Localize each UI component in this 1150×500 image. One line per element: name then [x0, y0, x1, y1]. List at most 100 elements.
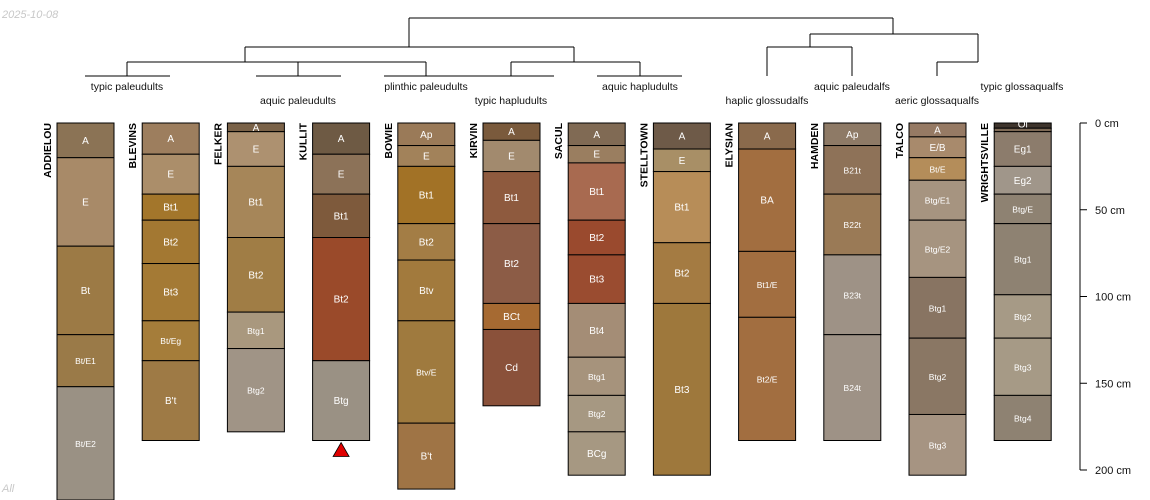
horizon-blevins-bt3	[141, 263, 200, 322]
horizon-label: Ap	[420, 130, 433, 141]
horizon-kirvin-cd	[482, 328, 541, 407]
dendro-hapludults	[510, 61, 641, 76]
classification-labels: typic paleudults aquic paleudults plinth…	[91, 81, 1064, 107]
class-aquic-paleudalfs: aquic paleudalfs	[814, 81, 890, 93]
horizon-label: E/B	[929, 143, 945, 154]
horizon-bowie-btv	[397, 259, 456, 322]
profile-name: SACUL	[553, 122, 565, 159]
horizon-label: Btg2	[247, 386, 265, 396]
horizon-label: Bt2	[419, 237, 434, 248]
horizon-label: Bt3	[674, 385, 689, 396]
horizon-talco-btg1	[908, 276, 967, 339]
profile-talco: A E/B Bt/E Btg/E1 Btg/E2 Btg1 Btg2 Btg3 TALCO	[894, 122, 967, 476]
horizon-sacul-btg1	[567, 356, 626, 396]
horizon-kullit-bt1	[312, 193, 371, 239]
horizon-label: E	[253, 145, 260, 156]
horizon-kirvin-bt2	[482, 223, 541, 304]
horizon-label: Bt1	[674, 203, 689, 214]
horizon-label: Btg	[334, 396, 349, 407]
class-typic-glossaqualfs: typic glossaqualfs	[981, 81, 1064, 93]
horizon-kullit-btg	[312, 360, 371, 442]
horizon-talco-btg2	[908, 337, 967, 415]
horizon-label: Bt/E2	[75, 439, 96, 449]
horizon-felker-btg2	[226, 348, 285, 433]
horizon-label: BCt	[503, 312, 520, 323]
horizon-label: A	[253, 123, 260, 134]
horizon-label: Bt2	[589, 233, 604, 244]
classification-dendrogram	[85, 17, 979, 77]
horizon-wrightsville-btg-e	[993, 193, 1052, 225]
horizon-label: Btg/E	[1012, 204, 1033, 214]
class-typic-hapludults: typic hapludults	[475, 95, 547, 107]
horizon-label: Bt2	[504, 259, 519, 270]
horizon-label: B23t	[844, 290, 862, 300]
depth-axis: 0 cm 50 cm 100 cm 150 cm 200 cm	[1079, 118, 1131, 477]
horizon-talco-btg-e1	[908, 179, 967, 221]
horizon-label: E	[679, 156, 686, 167]
profile-name: KULLIT	[298, 122, 310, 160]
horizon-label: Eg1	[1014, 145, 1032, 156]
horizon-label: E	[593, 150, 600, 161]
horizon-hamden-b22t	[823, 193, 882, 256]
horizon-label: E	[508, 151, 515, 162]
horizon-addielou-bt-e2	[56, 386, 115, 500]
profile-blevins: A E Bt1 Bt2 Bt3 Bt/Eg B't BLEVINS	[127, 122, 200, 442]
class-aquic-paleudults: aquic paleudults	[260, 95, 336, 107]
horizon-addielou-e	[56, 157, 115, 247]
horizon-blevins-bt-eg	[141, 320, 200, 362]
depth-tick-label: 100 cm	[1095, 292, 1131, 304]
horizon-kullit-e	[312, 153, 371, 195]
class-aeric-glossaqualfs: aeric glossaqualfs	[895, 95, 979, 107]
class-haplic-glossudalfs: haplic glossudalfs	[726, 95, 809, 107]
horizon-wrightsville-eg2	[993, 165, 1052, 195]
horizon-label: Bt1	[163, 203, 178, 214]
horizon-label: E	[338, 170, 345, 181]
profile-hamden: Ap B21t B22t B23t B24t HAMDEN	[809, 122, 882, 442]
horizon-label: Bt	[81, 286, 91, 297]
horizon-felker-e	[226, 131, 285, 167]
horizon-talco-btg3	[908, 413, 967, 476]
profile-elysian: A BA Bt1/E Bt2/E ELYSIAN	[724, 122, 797, 442]
corner-label: All	[1, 483, 15, 495]
horizon-elysian-bt2-e	[738, 316, 797, 442]
horizon-wrightsville-eg1	[993, 131, 1052, 167]
horizon-addielou-bt	[56, 245, 115, 336]
horizon-label: BCg	[587, 449, 606, 460]
horizon-label: Bt1/E	[757, 280, 778, 290]
horizon-addielou-bt-e1	[56, 334, 115, 388]
horizon-label: E	[167, 170, 174, 181]
horizon-label: Btg1	[247, 326, 265, 336]
horizon-label: Bt2	[674, 269, 689, 280]
horizon-label: Btg1	[588, 372, 606, 382]
class-aquic-hapludults: aquic hapludults	[602, 81, 678, 93]
horizon-wrightsville-btg2	[993, 294, 1052, 339]
horizon-sacul-bt1	[567, 162, 626, 221]
profile-sacul: AE Bt1 Bt2 Bt3 Bt4 Btg1 Btg2 BCg SACUL	[553, 122, 626, 476]
horizon-label: Bt1	[419, 191, 434, 202]
profile-stelltown: A E Bt1 Bt2 Bt3 STELLTOWN	[638, 122, 711, 476]
horizon-label: Bt4	[589, 326, 604, 337]
dendro-root	[408, 17, 894, 47]
horizon-label: Btg3	[929, 440, 947, 450]
horizon-label: Eg2	[1014, 176, 1032, 187]
horizon-label: Bt/E1	[75, 356, 96, 366]
horizon-stelltown-bt2	[652, 242, 711, 304]
depth-tick-label: 150 cm	[1095, 378, 1131, 390]
horizon-label: Oi	[1018, 120, 1028, 131]
horizon-label: Bt1	[248, 197, 263, 208]
horizon-label: A	[934, 125, 941, 136]
horizon-label: A	[508, 127, 515, 138]
profile-name: ADDIELOU	[42, 123, 54, 178]
horizon-label: Btg1	[1014, 255, 1032, 265]
horizon-label: Btg2	[929, 372, 947, 382]
class-plinthic-paleudults: plinthic paleudults	[384, 81, 467, 93]
depth-tick-label: 50 cm	[1095, 205, 1125, 217]
horizon-blevins-a	[141, 122, 200, 155]
horizon-label: B't	[165, 396, 177, 407]
horizon-label: Bt2/E	[757, 374, 778, 384]
date-stamp: 2025-10-08	[1, 9, 59, 21]
dendro-ultisols	[244, 46, 575, 62]
horizon-wrightsville-a	[993, 127, 1052, 133]
horizon-label: B21t	[844, 165, 862, 175]
